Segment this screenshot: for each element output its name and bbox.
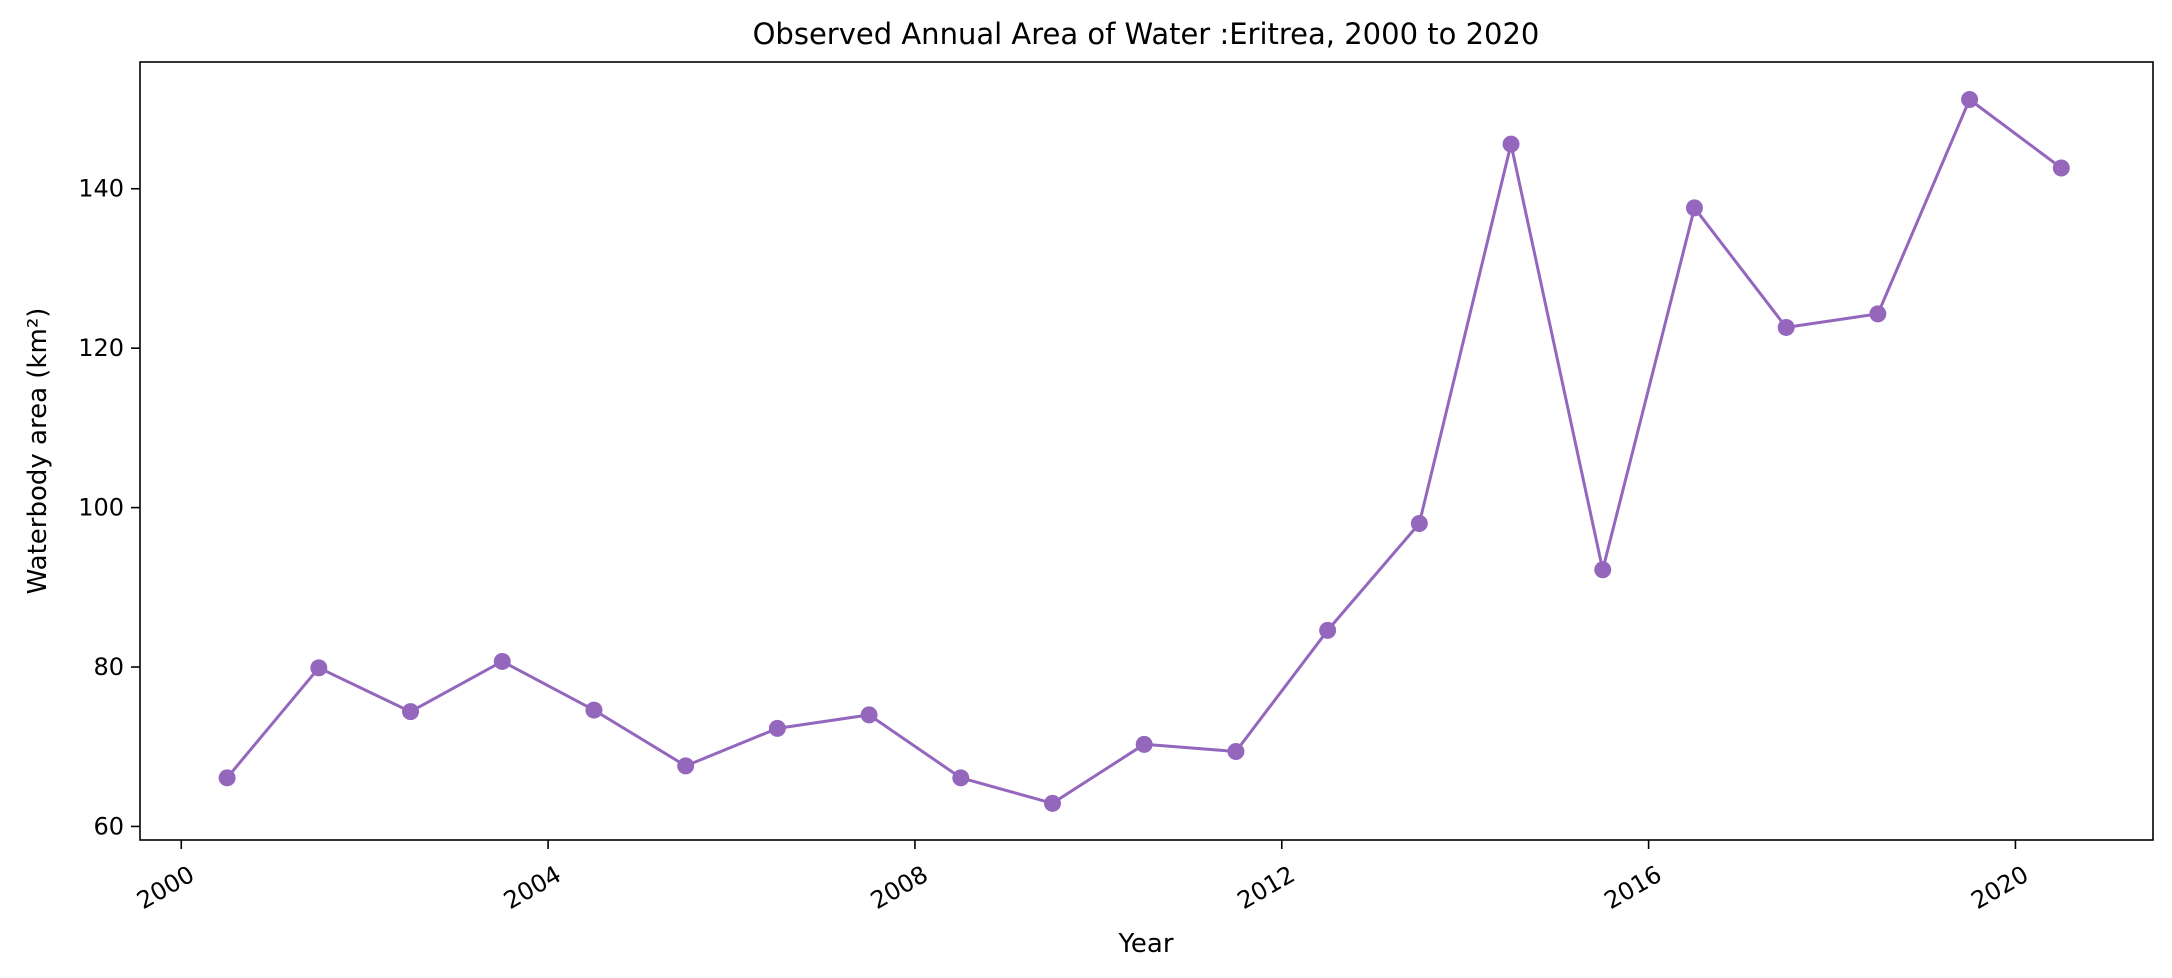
data-point (2052, 159, 2070, 177)
data-point (768, 719, 786, 737)
y-axis: 60 80 100 120 140 (78, 175, 140, 840)
chart-title: Observed Annual Area of Water :Eritrea, … (753, 17, 1540, 51)
data-point (1961, 90, 1979, 108)
x-axis-label: Year (1117, 929, 1173, 959)
data-point (1410, 515, 1428, 533)
y-tick-label: 100 (78, 494, 124, 522)
data-point (1227, 743, 1245, 761)
data-point (1594, 561, 1612, 579)
y-axis-label: Waterbody area (km²) (23, 308, 53, 595)
data-point (585, 701, 603, 719)
data-point (1869, 305, 1887, 323)
data-point (493, 652, 511, 670)
data-point (952, 769, 970, 787)
plot-frame (139, 61, 2154, 841)
data-point (310, 659, 328, 677)
y-tick-label: 120 (78, 334, 124, 362)
data-point (860, 706, 878, 724)
data-point (677, 757, 695, 775)
data-point (402, 703, 420, 721)
data-point (1043, 794, 1061, 812)
series-layer (218, 90, 2070, 812)
plot-area (139, 61, 2154, 841)
data-point (1685, 199, 1703, 217)
y-tick-label: 140 (78, 175, 124, 203)
data-point (1135, 735, 1153, 753)
y-tick-label: 60 (93, 812, 124, 840)
data-point (218, 769, 236, 787)
y-tick-label: 80 (93, 653, 124, 681)
data-point (1319, 621, 1337, 639)
data-point (1777, 318, 1795, 336)
data-point (1502, 135, 1520, 153)
